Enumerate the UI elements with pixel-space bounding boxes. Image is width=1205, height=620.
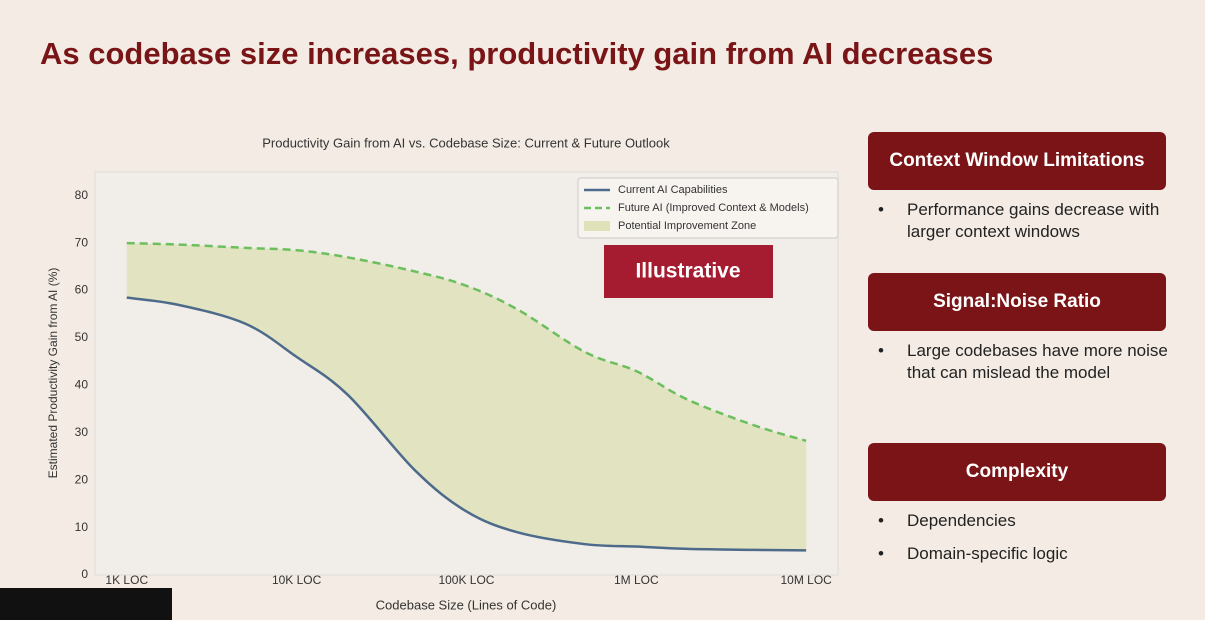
- badge-box: [604, 245, 773, 298]
- y-tick-label: 20: [75, 472, 89, 486]
- y-tick-label: 70: [75, 235, 89, 249]
- x-tick-label: 10M LOC: [780, 573, 832, 587]
- bullet-list: Performance gains decrease with larger c…: [878, 199, 1168, 254]
- bullet: Large codebases have more noise that can…: [878, 340, 1168, 384]
- series-line: [126, 296, 807, 552]
- legend-label: Potential Improvement Zone: [618, 220, 756, 232]
- y-tick-label: 10: [75, 520, 89, 534]
- panel-heading: Context Window Limitations: [868, 132, 1166, 190]
- x-tick-label: 10K LOC: [272, 573, 322, 587]
- y-tick-label: 30: [75, 425, 89, 439]
- legend-label: Current AI Capabilities: [618, 184, 728, 196]
- y-tick-label: 50: [75, 330, 89, 344]
- x-tick-label: 100K LOC: [438, 573, 494, 587]
- x-tick-label: 1M LOC: [614, 573, 659, 587]
- x-tick-label: 1K LOC: [105, 573, 148, 587]
- x-axis-label: Codebase Size (Lines of Code): [376, 597, 557, 612]
- y-axis-label: Estimated Productivity Gain from AI (%): [46, 268, 60, 479]
- improvement-zone: [126, 243, 807, 551]
- panel-heading: Signal:Noise Ratio: [868, 273, 1166, 331]
- badge: Illustrative: [635, 260, 740, 283]
- y-tick-label: 80: [75, 188, 89, 202]
- bullet-list: Large codebases have more noise that can…: [878, 340, 1168, 395]
- y-tick-label: 40: [75, 378, 89, 392]
- legend-label: Future AI (Improved Context & Models): [618, 202, 809, 214]
- legend-box: [577, 177, 839, 239]
- panel-heading: Complexity: [868, 443, 1166, 501]
- bullet: Performance gains decrease with larger c…: [878, 199, 1168, 243]
- legend-swatch: [584, 221, 610, 231]
- chart-title: Productivity Gain from AI vs. Codebase S…: [262, 135, 670, 150]
- slide-title: As codebase size increases, productivity…: [40, 36, 993, 71]
- y-tick-label: 0: [81, 567, 88, 581]
- series-line: [126, 241, 807, 443]
- bullet: Domain-specific logic: [878, 543, 1168, 565]
- corner-bar: [0, 588, 172, 620]
- bullet: Dependencies: [878, 510, 1168, 532]
- bullet-list: Dependencies Domain-specific logic: [878, 510, 1168, 576]
- y-tick-label: 60: [75, 283, 89, 297]
